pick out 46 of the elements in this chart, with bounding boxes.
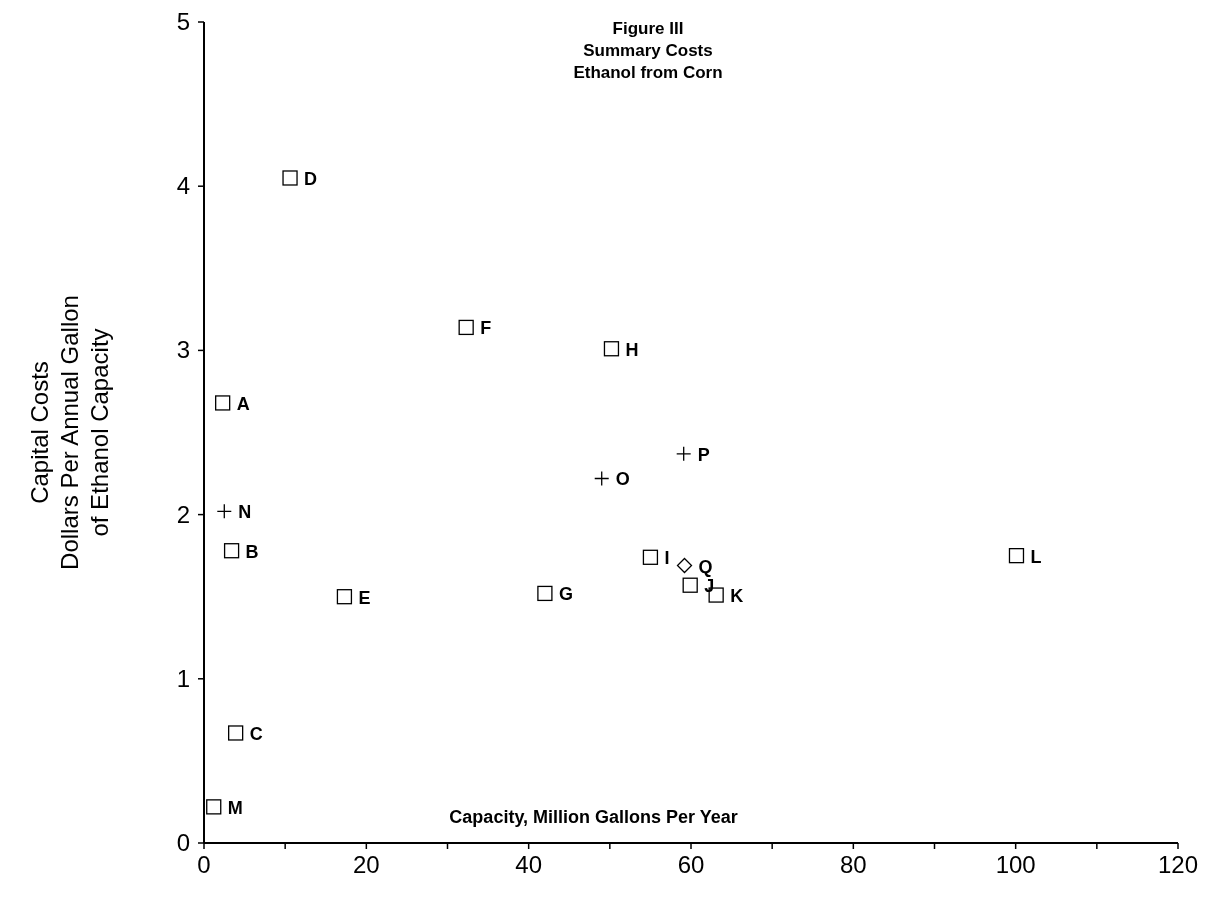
x-axis-title: Capacity, Million Gallons Per Year: [449, 807, 738, 827]
point: [336, 589, 353, 605]
y-tick-label: 4: [176, 172, 190, 200]
y-tick-label: 0: [176, 829, 190, 856]
point: [228, 725, 244, 741]
y-axis-title: Capital Costs Dollars Per Annual Gallon of Ethanol Capacity: [26, 295, 113, 570]
x-tick-label: 0: [197, 851, 211, 878]
annotation: C: [249, 723, 263, 744]
point: [1008, 548, 1025, 564]
y-tick-label: 2: [176, 500, 190, 528]
point: [642, 549, 659, 565]
point: [537, 585, 553, 602]
annotation: F: [480, 318, 492, 339]
point: [223, 543, 240, 559]
annotation: A: [236, 393, 250, 414]
point: [603, 341, 620, 357]
annotation: Q: [698, 556, 713, 577]
annotation: L: [1030, 546, 1042, 567]
point: [682, 577, 698, 593]
annotation: P: [697, 444, 710, 465]
annotation: G: [558, 584, 573, 605]
annotation: B: [245, 541, 259, 562]
point: [458, 319, 474, 336]
annotation: D: [304, 168, 318, 189]
y-tick-label: 1: [176, 664, 190, 692]
y-tick-label: 5: [176, 8, 190, 35]
y-tick-label: 3: [176, 336, 190, 364]
x-tick-label: 100: [995, 851, 1036, 878]
x-tick-label: 20: [352, 851, 380, 878]
x-tick-label: 40: [515, 851, 543, 878]
point: [206, 799, 222, 815]
text: Figure III Summary Costs Ethanol from Corn: [573, 19, 723, 82]
point: [676, 557, 693, 574]
x-tick-label: 80: [839, 851, 867, 878]
annotation: O: [615, 469, 630, 490]
annotation: H: [625, 339, 639, 360]
point: [282, 170, 298, 186]
annotation: E: [358, 587, 371, 608]
annotation: N: [238, 502, 252, 523]
x-tick-label: 60: [677, 851, 705, 878]
annotation: I: [664, 548, 670, 569]
annotation: M: [227, 797, 243, 818]
annotation: K: [730, 586, 744, 607]
point: [215, 395, 231, 411]
annotation: J: [704, 576, 715, 597]
x-tick-label: 120: [1157, 851, 1199, 878]
